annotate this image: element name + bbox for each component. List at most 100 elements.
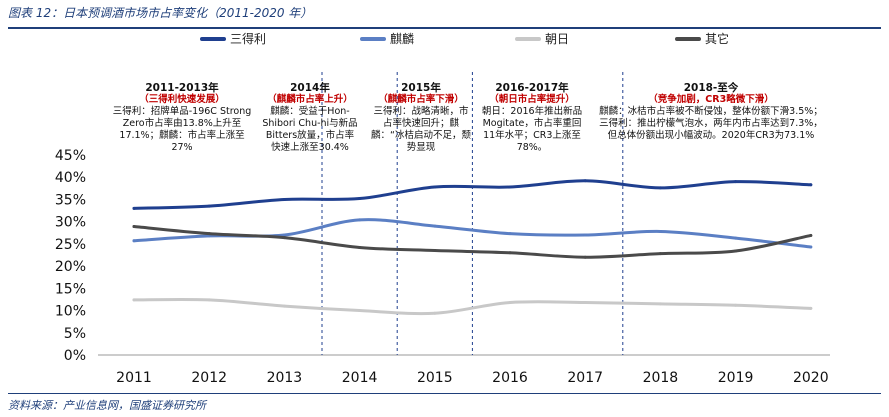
- annotation-body: 三得利：招牌单品-196C Strong Zero市占率由13.8%上升至17.…: [112, 106, 252, 153]
- y-tick-label: 5%: [64, 326, 86, 342]
- data-point-其它-2014: [358, 245, 362, 249]
- legend-swatch-麒麟: [360, 36, 386, 41]
- annotation-subtitle: （竞争加剧，CR3略微下滑）: [648, 94, 774, 105]
- legend-label-其它: 其它: [705, 32, 730, 46]
- x-tick-label: 2014: [342, 370, 378, 386]
- annotation-body: 三得利：战略清晰，市占率快速回升；麒麟：“冰桔启动不足，颓势显现: [371, 106, 471, 153]
- legend-item-麒麟: 麒麟: [360, 30, 414, 47]
- y-tick-label: 25%: [55, 237, 86, 253]
- data-point-三得利-2020: [809, 183, 813, 187]
- series-line-其它: [132, 225, 813, 259]
- y-tick-label: 35%: [55, 192, 86, 208]
- data-point-其它-2013: [282, 236, 286, 240]
- data-point-麒麟-2013: [282, 233, 286, 237]
- data-point-三得利-2016: [508, 185, 512, 189]
- data-point-三得利-2017: [583, 179, 587, 183]
- data-point-麒麟-2017: [583, 233, 587, 237]
- data-point-三得利-2013: [282, 197, 286, 201]
- data-point-其它-2018: [658, 252, 662, 256]
- annotation-subtitle: （三得利快速发展）: [139, 94, 225, 105]
- data-point-朝日-2013: [282, 304, 286, 308]
- data-point-麒麟-2014: [358, 218, 362, 222]
- bottom-rule: [8, 393, 881, 394]
- annotation-title: 2014年: [290, 82, 330, 94]
- data-point-麒麟-2020: [809, 245, 813, 249]
- data-point-三得利-2011: [132, 206, 136, 210]
- annotation-body: 麒麟：冰桔市占率被不断侵蚀，整体份额下滑3.5%；三得利：推出柠檬气泡水，两年内…: [599, 106, 823, 141]
- figure-title: 图表 12：日本预调酒市场市占率变化（2011-2020 年）: [8, 6, 313, 20]
- legend-label-三得利: 三得利: [230, 32, 267, 46]
- y-tick-label: 40%: [55, 170, 86, 186]
- annotation-body: 朝日：2016年推出新品Mogitate，市占率重回11年水平；CR3上涨至78…: [481, 106, 583, 153]
- annotation-body: 麒麟：受益于Hon-Shibori Chu-hi与新品Bitters放量，市占率…: [262, 106, 358, 153]
- data-point-麒麟-2016: [508, 232, 512, 236]
- data-point-朝日-2020: [809, 306, 813, 310]
- legend-swatch-朝日: [515, 36, 541, 41]
- x-tick-label: 2017: [567, 370, 603, 386]
- legend-swatch-三得利: [200, 36, 226, 41]
- data-point-其它-2011: [132, 225, 136, 229]
- y-tick-label: 45%: [55, 148, 86, 164]
- data-point-朝日-2017: [583, 301, 587, 305]
- data-point-三得利-2019: [734, 180, 738, 184]
- annotation-title: 2016-2017年: [495, 82, 569, 94]
- y-tick-label: 30%: [55, 215, 86, 231]
- data-point-麒麟-2019: [734, 236, 738, 240]
- data-point-其它-2016: [508, 251, 512, 255]
- data-point-朝日-2014: [358, 309, 362, 313]
- data-point-三得利-2015: [433, 185, 437, 189]
- data-point-麒麟-2018: [658, 229, 662, 233]
- annotation-subtitle: （麒麟市占率下滑）: [378, 94, 464, 105]
- data-point-三得利-2012: [207, 204, 211, 208]
- x-tick-label: 2018: [643, 370, 679, 386]
- legend-swatch-其它: [675, 36, 701, 41]
- chart-legend: 三得利 麒麟 朝日 其它: [200, 30, 880, 50]
- data-point-其它-2020: [809, 233, 813, 237]
- annotation-title: 2011-2013年: [145, 82, 219, 94]
- legend-item-其它: 其它: [675, 30, 729, 47]
- data-point-朝日-2016: [508, 301, 512, 305]
- annotation-title: 2018-至今: [683, 82, 739, 94]
- annotation-subtitle: （朝日市占率提升）: [489, 94, 575, 105]
- data-point-麒麟-2011: [132, 239, 136, 243]
- annotation-2011-2013: 2011-2013年 （三得利快速发展） 三得利：招牌单品-196C Stron…: [112, 82, 252, 154]
- data-point-其它-2012: [207, 232, 211, 236]
- x-tick-label: 2019: [718, 370, 754, 386]
- top-rule: [8, 27, 881, 29]
- annotation-2016-2017: 2016-2017年 （朝日市占率提升） 朝日：2016年推出新品Mogitat…: [480, 82, 584, 154]
- annotation-2018-now: 2018-至今 （竞争加剧，CR3略微下滑） 麒麟：冰桔市占率被不断侵蚀，整体份…: [596, 82, 826, 142]
- data-point-麒麟-2015: [433, 224, 437, 228]
- data-point-三得利-2018: [658, 186, 662, 190]
- data-point-朝日-2011: [132, 298, 136, 302]
- x-tick-label: 2015: [417, 370, 453, 386]
- x-tick-label: 2012: [191, 370, 227, 386]
- annotation-subtitle: （麒麟市占率上升）: [267, 94, 353, 105]
- data-point-其它-2017: [583, 255, 587, 259]
- data-point-朝日-2015: [433, 311, 437, 315]
- legend-label-麒麟: 麒麟: [390, 32, 415, 46]
- source-note: 资料来源：产业信息网，国盛证券研究所: [8, 399, 206, 412]
- legend-item-朝日: 朝日: [515, 30, 569, 47]
- data-point-朝日-2019: [734, 303, 738, 307]
- legend-item-三得利: 三得利: [200, 30, 266, 47]
- x-tick-label: 2013: [267, 370, 303, 386]
- series-line-三得利: [132, 179, 813, 210]
- y-tick-label: 20%: [55, 259, 86, 275]
- x-tick-label: 2016: [492, 370, 528, 386]
- data-point-其它-2019: [734, 249, 738, 253]
- legend-label-朝日: 朝日: [545, 32, 570, 46]
- data-point-朝日-2012: [207, 298, 211, 302]
- data-point-其它-2015: [433, 249, 437, 253]
- annotation-2014: 2014年 （麒麟市占率上升） 麒麟：受益于Hon-Shibori Chu-hi…: [262, 82, 358, 154]
- annotation-2015: 2015年 （麒麟市占率下滑） 三得利：战略清晰，市占率快速回升；麒麟：“冰桔启…: [370, 82, 472, 154]
- x-tick-label: 2011: [116, 370, 152, 386]
- data-point-朝日-2018: [658, 302, 662, 306]
- series-line-朝日: [132, 297, 813, 316]
- y-tick-label: 0%: [64, 348, 86, 364]
- y-tick-label: 15%: [55, 281, 86, 297]
- annotation-title: 2015年: [401, 82, 441, 94]
- x-tick-label: 2020: [793, 370, 829, 386]
- data-point-三得利-2014: [358, 197, 362, 201]
- y-tick-label: 10%: [55, 304, 86, 320]
